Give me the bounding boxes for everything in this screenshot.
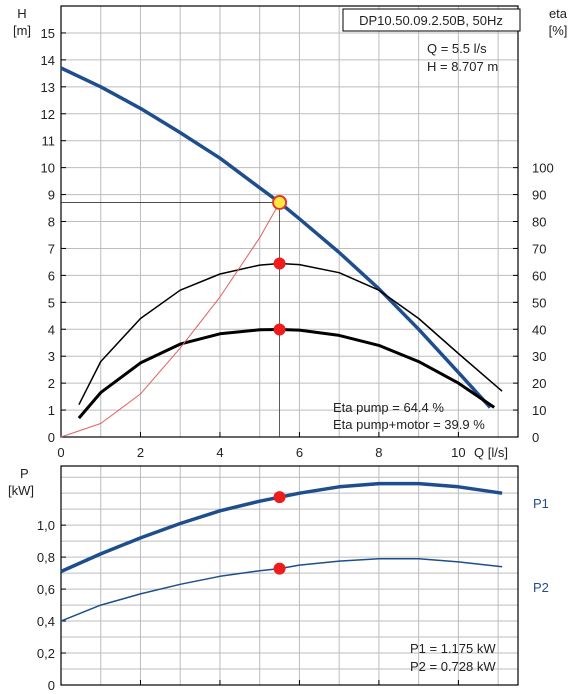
top-y-right-tick-label: 20 xyxy=(532,376,546,391)
legend-p2: P2 xyxy=(533,580,549,595)
top-y-right-tick-label: 50 xyxy=(532,295,546,310)
top-y-tick-label: 13 xyxy=(41,80,55,95)
bottom-panel: 0 0,2 0,4 0,6 0,8 1,0 xyxy=(37,465,519,693)
bottom-y-tick-label: 0,8 xyxy=(37,550,55,565)
top-x-tick-label: 0 xyxy=(57,445,64,460)
top-ylabel-name: H xyxy=(17,6,26,21)
top-y-right-tick-label: 80 xyxy=(532,215,546,230)
top-ylabel-unit: [m] xyxy=(13,23,31,38)
top-y-right-tick-label: 70 xyxy=(532,241,546,256)
top-x-tick-label: 10 xyxy=(451,445,465,460)
top-y-right-tick-label: 90 xyxy=(532,188,546,203)
top-y-tick-label: 8 xyxy=(48,215,55,230)
top-y-tick-label: 9 xyxy=(48,188,55,203)
p2-annotation: P2 = 0.728 kW xyxy=(410,659,496,674)
series-line-npsh xyxy=(60,202,281,438)
eta-marker xyxy=(273,257,286,270)
top-y-tick-label: 3 xyxy=(48,349,55,364)
bottom-y-tick-label: 0,4 xyxy=(37,614,55,629)
top-y-tick-label: 5 xyxy=(48,295,55,310)
bottom-y-tick-label: 0,6 xyxy=(37,582,55,597)
top-y-right-tick-label: 60 xyxy=(532,268,546,283)
top-x-tick-label: 4 xyxy=(216,445,223,460)
operating-h: H = 8.707 m xyxy=(427,59,498,74)
title-box xyxy=(342,8,521,32)
top-y-right-tick-label: 30 xyxy=(532,349,546,364)
top-y-right-tick-label: 40 xyxy=(532,322,546,337)
power-marker xyxy=(273,562,286,575)
top-ylabel-right-name: eta xyxy=(549,6,568,21)
bottom-frame xyxy=(60,465,519,686)
top-y-right-tick-label: 10 xyxy=(532,403,546,418)
top-y-tick-label: 14 xyxy=(41,53,55,68)
top-y-tick-label: 15 xyxy=(41,26,55,41)
top-x-tick-label: 8 xyxy=(375,445,382,460)
top-y-tick-label: 12 xyxy=(41,107,55,122)
top-x-tick-label: 6 xyxy=(296,445,303,460)
top-y-tick-label: 10 xyxy=(41,161,55,176)
operating-q: Q = 5.5 l/s xyxy=(427,41,487,56)
bottom-ylabel-unit: [kW] xyxy=(8,483,34,498)
top-y-tick-label: 4 xyxy=(48,322,55,337)
bottom-ylabel-name: P xyxy=(20,466,29,481)
top-y-right-tick-label: 100 xyxy=(532,161,554,176)
top-y-tick-label: 2 xyxy=(48,376,55,391)
bottom-y-tick-label: 0 xyxy=(48,678,55,693)
top-xlabel: Q [l/s] xyxy=(474,445,508,460)
top-ylabel-right-unit: [%] xyxy=(549,23,568,38)
bottom-y-tick-label: 0,2 xyxy=(37,646,55,661)
eta-pump-motor-annotation: Eta pump+motor = 39.9 % xyxy=(333,417,485,432)
top-y-tick-label: 7 xyxy=(48,241,55,256)
operating-point-marker xyxy=(272,194,288,210)
chart-title: DP10.50.09.2.50B, 50Hz xyxy=(359,13,503,28)
power-marker xyxy=(273,491,286,504)
top-y-right-tick-label: 0 xyxy=(532,430,539,445)
p1-annotation: P1 = 1.175 kW xyxy=(410,641,496,656)
top-y-tick-label: 0 xyxy=(48,430,55,445)
top-y-tick-label: 6 xyxy=(48,268,55,283)
bottom-y-tick-label: 1,0 xyxy=(37,518,55,533)
eta-marker xyxy=(273,323,286,336)
eta-pump-annotation: Eta pump = 64.4 % xyxy=(333,400,444,415)
top-y-tick-label: 1 xyxy=(48,403,55,418)
top-x-tick-label: 2 xyxy=(137,445,144,460)
legend-p1: P1 xyxy=(533,496,549,511)
top-y-tick-label: 11 xyxy=(42,134,56,149)
top-panel: 0123456789101112131415010203040506070809… xyxy=(41,5,554,460)
